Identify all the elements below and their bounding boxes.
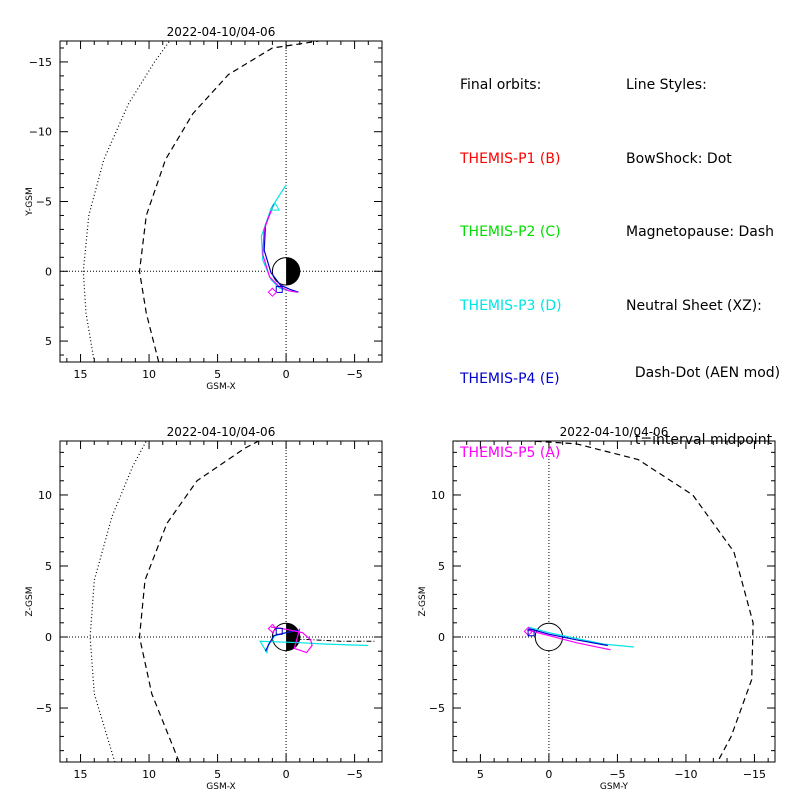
- y-tick-label: 5: [438, 560, 445, 573]
- earth-icon: [271, 257, 301, 286]
- orbit-marker-diamond: [267, 287, 278, 297]
- x-axis-label: GSM-X: [206, 382, 235, 392]
- y-tick-label: −5: [36, 702, 52, 715]
- orbit-marker-square: [527, 629, 535, 637]
- y-tick-label: −5: [429, 702, 445, 715]
- earth-icon: [534, 622, 564, 652]
- plot-panel-3: 5 0 −5 −10 −15 −5 0 5 10 2022-04-10/04-06 GSM-Y Z-G…: [418, 425, 776, 792]
- y-tick-label: 0: [45, 265, 52, 278]
- x-tick-label: 0: [283, 368, 290, 381]
- plot-area: [60, 441, 382, 762]
- x-tick-label: −15: [743, 768, 766, 781]
- legend-style-neutral-sheet: Neutral Sheet (XZ):: [626, 297, 762, 314]
- magnetopause-line: [455, 441, 754, 762]
- legend-orbit-p1: THEMIS-P1 (B): [460, 150, 561, 167]
- plot-frame: [59, 40, 383, 363]
- plot-title: 2022-04-10/04-06: [167, 25, 276, 39]
- orbit-line-themis-p5-a: [270, 626, 313, 654]
- x-tick-label: 15: [74, 768, 88, 781]
- y-tick-label: 0: [45, 631, 52, 644]
- magnetopause-line: [138, 41, 320, 362]
- y-tick-label: −15: [29, 56, 52, 69]
- x-axis-label: GSM-X: [206, 782, 235, 792]
- plot-frame: [59, 440, 383, 763]
- orbit-line-themis-p4-e: [528, 627, 608, 647]
- neutral-sheet-line: [276, 637, 376, 642]
- y-tick-label: −10: [29, 126, 52, 139]
- legend-orbits: Final orbits: THEMIS-P1 (B) THEMIS-P2 (C…: [460, 24, 562, 490]
- plot-panel-1: 15 10 5 0 −5 −15 −10 −5 0 5 2022-04-10/04-06 GSM-X Y…: [25, 25, 383, 392]
- x-axis-label: GSM-Y: [600, 782, 629, 792]
- orbit-line-themis-p5-a: [262, 206, 298, 293]
- x-tick-label: 5: [214, 368, 221, 381]
- y-tick-label: 0: [438, 631, 445, 644]
- x-tick-label: 10: [142, 368, 156, 381]
- x-tick-label: −5: [346, 768, 362, 781]
- orbit-line-themis-p4-e: [264, 629, 299, 652]
- plot-frame: [452, 440, 776, 763]
- orbit-marker-square: [275, 285, 283, 293]
- legend-line-styles: Line Styles: BowShock: Dot Magnetopause:…: [626, 24, 780, 470]
- x-tick-label: 0: [545, 768, 552, 781]
- orbit-line-themis-p3-d: [528, 626, 634, 648]
- legend-orbit-p3: THEMIS-P3 (D): [460, 297, 562, 314]
- x-tick-label: 5: [214, 768, 221, 781]
- legend-orbit-p2: THEMIS-P2 (C): [460, 224, 561, 240]
- orbit-marker-square: [275, 627, 283, 635]
- plot-title: 2022-04-10/04-06: [167, 425, 276, 439]
- orbit-marker-diamond: [267, 623, 278, 634]
- plot-area: [453, 441, 775, 762]
- bow-shock-line: [82, 41, 171, 362]
- legend-style-dash-dot: Dash-Dot (AEN mod): [626, 364, 781, 381]
- legend-orbits-title: Final orbits:: [460, 77, 542, 93]
- orbit-line-themis-p5-a: [526, 629, 611, 651]
- y-axis-label: Z-GSM: [25, 586, 35, 616]
- plot-title: 2022-04-10/04-06: [560, 425, 669, 439]
- bow-shock-line: [89, 441, 147, 762]
- y-tick-label: 10: [38, 489, 52, 502]
- y-axis-label: Z-GSM: [418, 586, 428, 616]
- y-axis-label: Y-GSM: [25, 187, 35, 216]
- legend-orbit-p5: THEMIS-P5 (A): [460, 444, 561, 461]
- x-tick-label: −10: [674, 768, 697, 781]
- legend-styles-title: Line Styles:: [626, 77, 707, 93]
- x-tick-label: −5: [346, 368, 362, 381]
- magnetopause-line: [138, 441, 259, 762]
- orbit-marker-triangle: [270, 202, 280, 211]
- legend-style-midpoint: t=interval midpoint: [626, 431, 773, 448]
- y-tick-label: −5: [36, 196, 52, 209]
- x-tick-label: 5: [477, 768, 484, 781]
- y-tick-label: 5: [45, 335, 52, 348]
- x-tick-label: 15: [74, 368, 88, 381]
- legend-orbit-p4: THEMIS-P4 (E): [460, 371, 560, 387]
- x-tick-label: 10: [142, 768, 156, 781]
- x-tick-label: 0: [283, 768, 290, 781]
- y-tick-label: 5: [45, 560, 52, 573]
- y-tick-label: 10: [431, 489, 445, 502]
- legend-style-magnetopause: Magnetopause: Dash: [626, 224, 775, 240]
- plot-area: [60, 41, 382, 362]
- x-tick-label: −5: [609, 768, 625, 781]
- plot-panel-2: 15 10 5 0 −5 −5 0 5 10 2022-04-10/04-06 GSM-X Z-GSM: [25, 425, 383, 792]
- legend-style-bowshock: BowShock: Dot: [626, 150, 732, 167]
